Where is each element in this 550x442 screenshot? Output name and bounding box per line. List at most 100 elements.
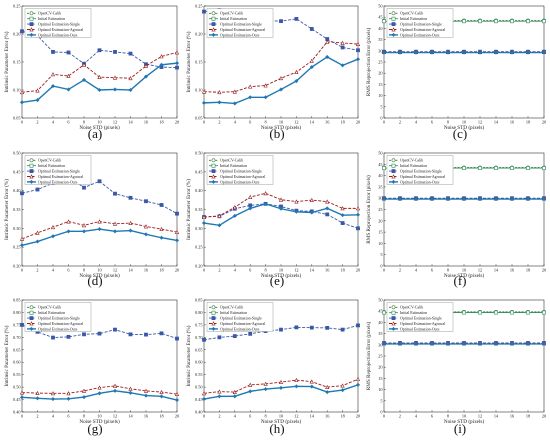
data-point [159, 226, 164, 231]
data-point [82, 185, 86, 190]
y-tick-label: 25 [378, 354, 382, 359]
y-tick-label: 0.55 [195, 372, 203, 377]
y-tick-label: 25 [378, 207, 382, 212]
data-point [294, 16, 299, 21]
x-axis-label: Noise STD (pixels) [444, 418, 485, 425]
data-point [175, 211, 179, 216]
data-point [50, 391, 56, 396]
legend-marker [211, 163, 216, 168]
x-tick-label: 18 [340, 414, 344, 419]
panel-label: (f) [454, 273, 467, 288]
y-tick-label: 30 [378, 196, 382, 201]
data-point [413, 197, 419, 202]
data-point [112, 75, 118, 80]
y-tick-label: 15 [378, 230, 382, 235]
x-tick-label: 12 [478, 120, 482, 125]
panel-h: 0.40 0.45 0.50 0.55 0.60 0.65 0.70 0.75 0.80 0.85… [185, 298, 360, 437]
y-tick-label: 0.85 [13, 298, 21, 303]
data-point [429, 50, 435, 55]
data-point [526, 166, 530, 171]
x-axis-label: Noise STD (pixels) [261, 418, 302, 425]
y-tick-label: 0.80 [195, 310, 203, 315]
x-tick-label: 10 [279, 268, 283, 273]
legend-marker [391, 321, 396, 326]
data-point [81, 77, 87, 82]
data-point [144, 199, 148, 204]
x-tick-label: 14 [128, 120, 133, 125]
y-tick-label: 40 [378, 320, 382, 325]
data-point [525, 50, 531, 55]
legend-label: Initial Estimation [220, 311, 247, 315]
data-point [248, 389, 253, 394]
x-tick-label: 8 [265, 414, 267, 419]
x-tick-label: 8 [265, 268, 267, 273]
data-point [340, 63, 345, 68]
x-tick-label: 16 [510, 414, 515, 419]
y-tick-label: 10 [378, 387, 382, 392]
y-tick-label: 45 [378, 309, 382, 314]
data-point [325, 212, 330, 217]
data-point [510, 19, 514, 24]
x-tick-label: 0 [383, 414, 385, 419]
data-point [263, 381, 268, 386]
data-point [263, 83, 268, 88]
y-tick-label: 0.30 [195, 226, 203, 231]
y-tick-label: 0.65 [13, 347, 21, 352]
data-point [201, 89, 207, 94]
data-point [462, 19, 466, 24]
y-tick-label: 0.40 [13, 410, 21, 415]
legend-label: OpenCV-Calib [220, 159, 243, 163]
panel-label: (b) [269, 126, 284, 141]
data-point [217, 223, 222, 228]
y-tick-label: 0.05 [195, 116, 203, 121]
data-point [340, 383, 345, 388]
data-point [248, 206, 253, 211]
x-tick-label: 10 [97, 414, 101, 419]
data-point [217, 100, 222, 105]
x-tick-label: 8 [83, 268, 85, 273]
y-tick-label: 0.25 [195, 245, 203, 250]
legend-marker [211, 179, 216, 184]
data-point [279, 19, 283, 24]
legend-label: Initial Estimation [400, 164, 427, 168]
data-point [309, 27, 314, 31]
x-tick-label: 6 [431, 268, 434, 273]
data-point [20, 191, 24, 196]
data-point [542, 166, 546, 171]
data-point [477, 50, 483, 55]
data-point [97, 219, 102, 224]
x-tick-label: 0 [21, 120, 23, 125]
x-tick-label: 10 [462, 268, 466, 273]
legend-marker [211, 27, 216, 32]
data-point [278, 385, 284, 390]
legend-label: Optimal Estimation-Ours [400, 180, 440, 184]
x-tick-label: 20 [542, 120, 546, 125]
data-point [526, 19, 530, 24]
data-point [278, 379, 284, 385]
data-point [112, 229, 118, 234]
legend-marker [211, 169, 216, 174]
legend-box [206, 302, 274, 332]
x-tick-label: 12 [113, 120, 117, 125]
x-tick-label: 2 [218, 120, 220, 125]
panel-d: 0.20 0.25 0.30 0.35 0.40 0.45 0.50 0 2 4 6 8 10 12 14 1… [3, 151, 179, 289]
data-point [128, 220, 133, 225]
x-tick-label: 4 [234, 268, 237, 273]
data-point [50, 84, 56, 89]
data-point [66, 229, 71, 234]
x-tick-label: 12 [478, 268, 482, 273]
data-point [494, 166, 498, 171]
legend-box [386, 155, 454, 185]
x-tick-label: 18 [340, 268, 344, 273]
panel-label: (h) [269, 421, 284, 436]
data-point [112, 388, 118, 393]
data-point [97, 74, 102, 80]
data-point [381, 197, 387, 202]
data-point [217, 335, 222, 340]
data-point [128, 332, 133, 337]
data-point [97, 331, 102, 336]
data-point [248, 95, 253, 100]
series-line [21, 324, 178, 340]
data-point [477, 341, 483, 346]
